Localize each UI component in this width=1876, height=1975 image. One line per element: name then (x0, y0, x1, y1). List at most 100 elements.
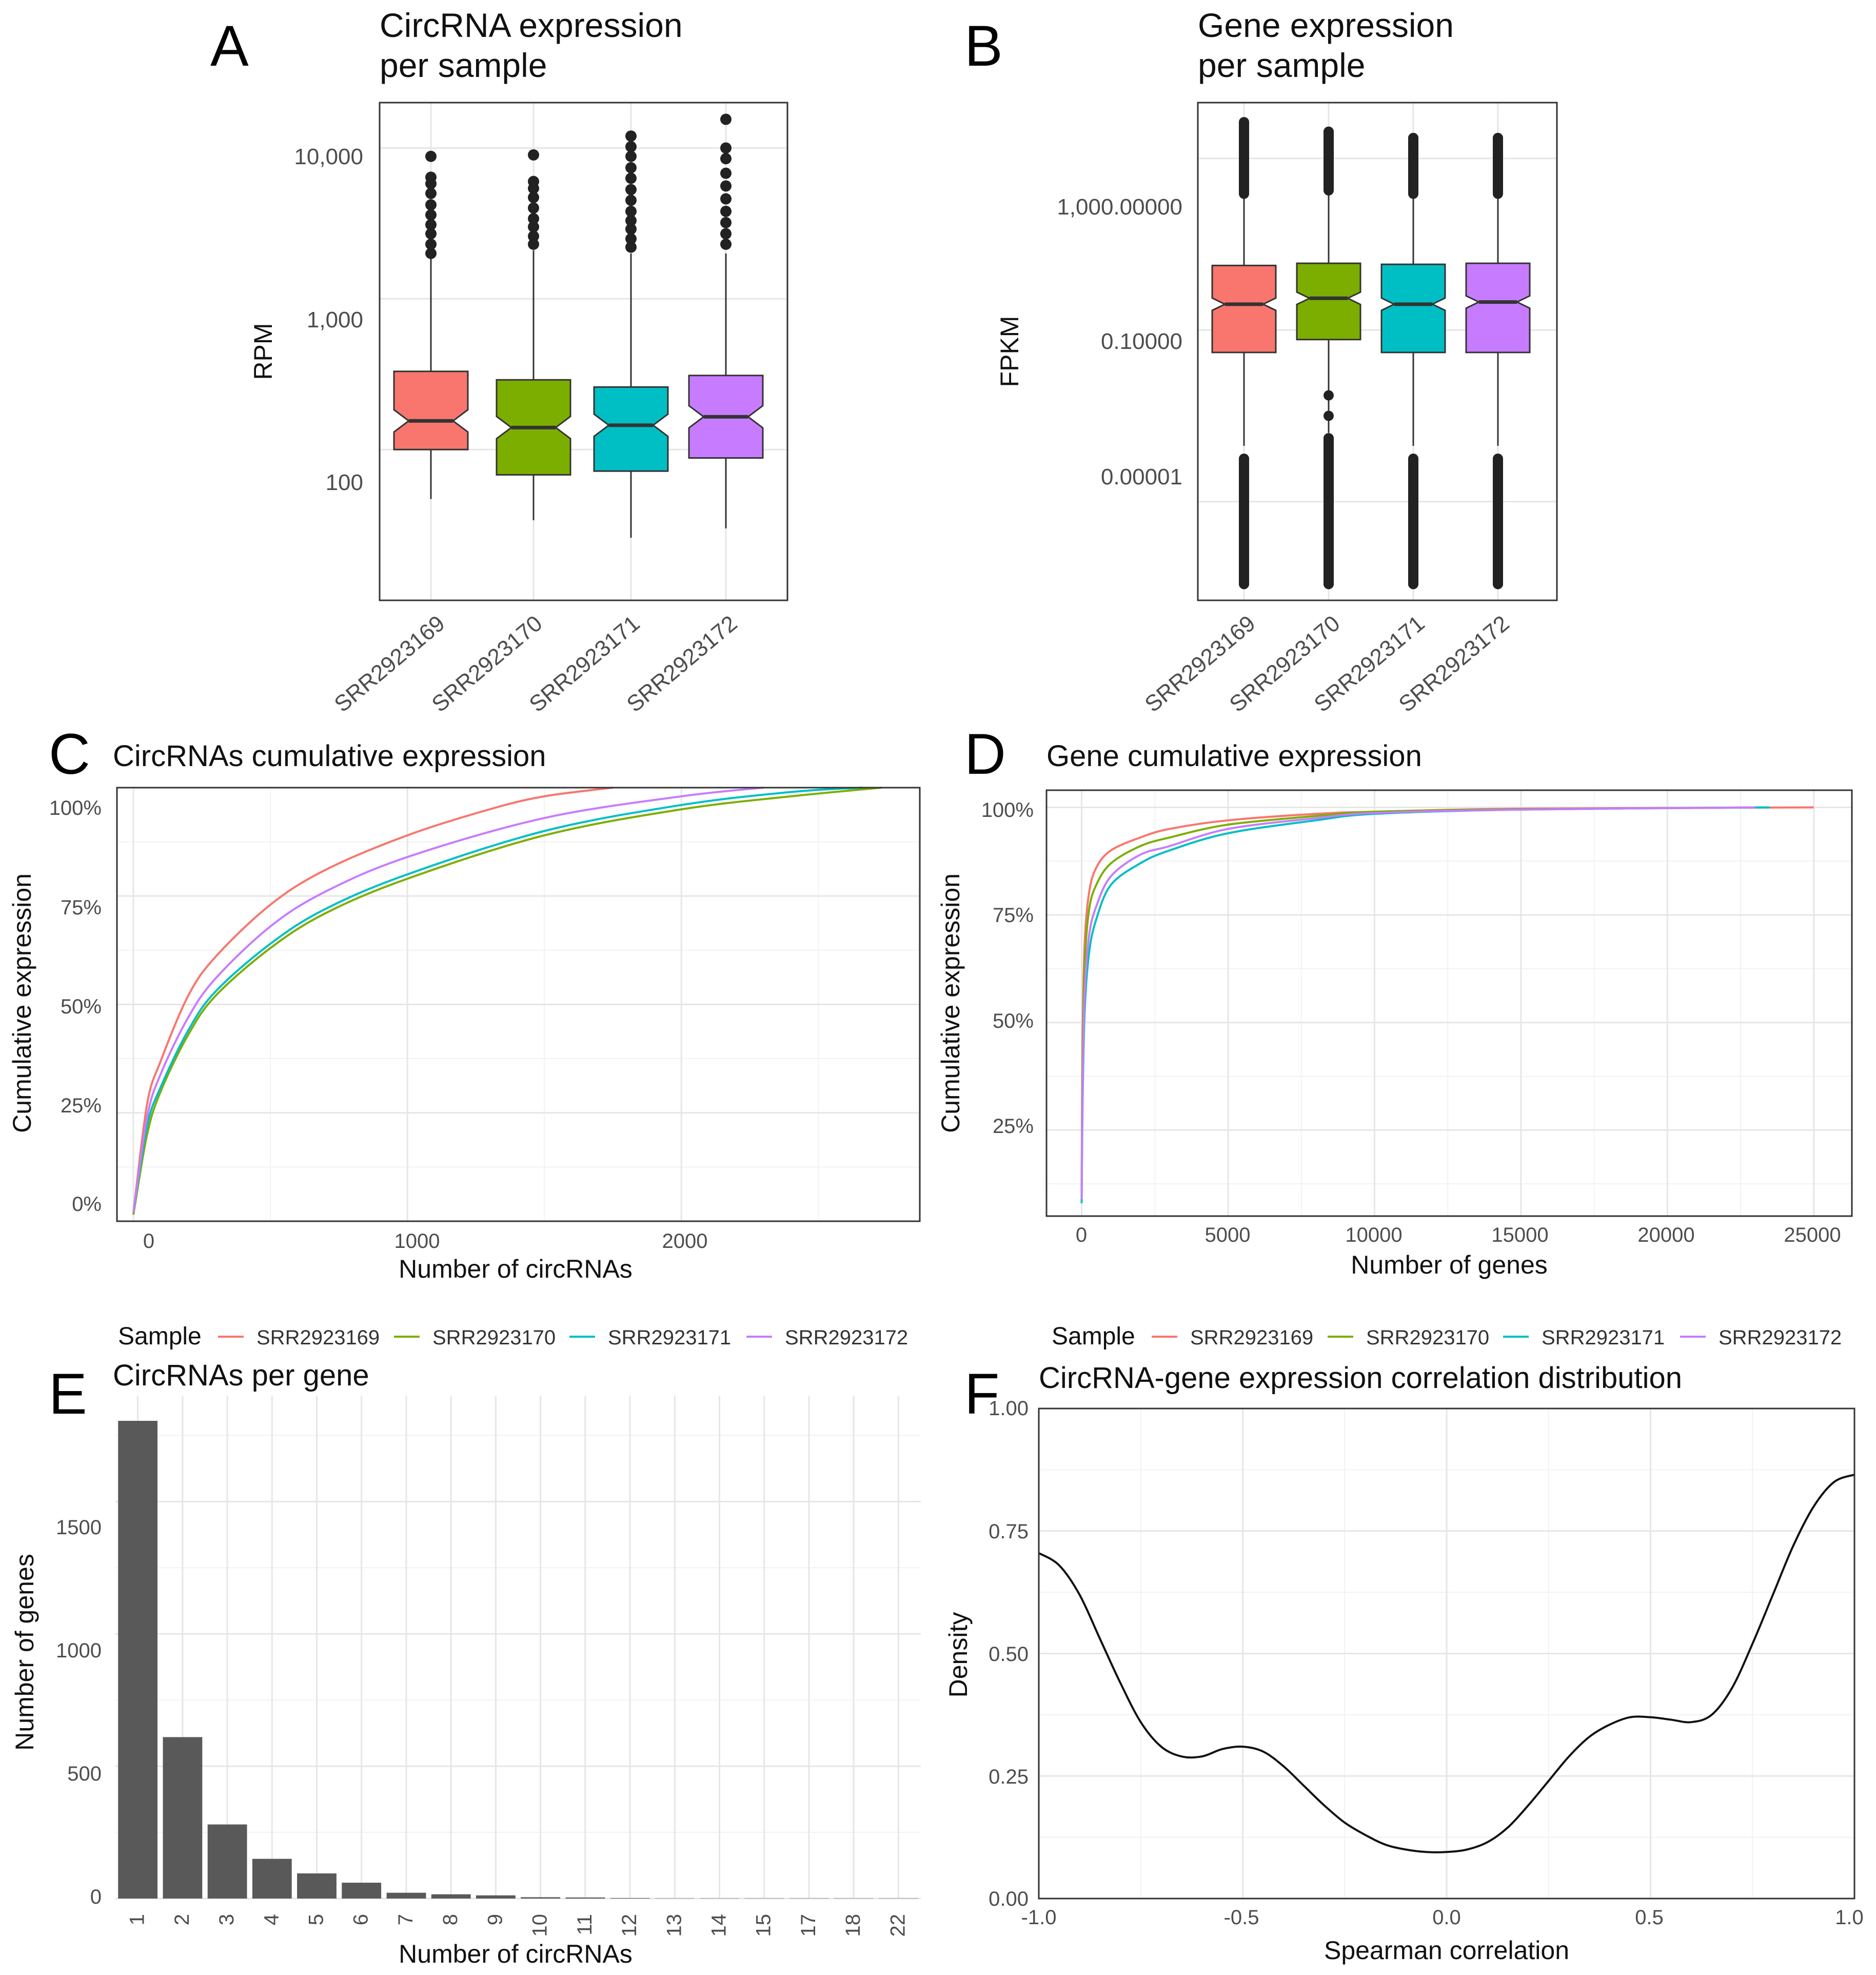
panel-e-ytick-1: 1000 (56, 1639, 102, 1662)
panel-f-ytick-4: 0.00 (989, 1888, 1029, 1910)
e-xtick-12: 12 (618, 1914, 641, 1937)
a-box-0-outlier-9 (425, 150, 437, 162)
legend-d-title: Sample (1052, 1323, 1135, 1350)
panel-d-ytick-0: 100% (981, 799, 1034, 822)
b-box-1 (1296, 262, 1361, 341)
panel-d-plot (1080, 806, 1814, 1203)
panel-f-xlabel: Spearman correlation (1324, 1936, 1569, 1965)
a-box-2-outlier-7 (625, 172, 637, 184)
panel-a-frame (379, 102, 788, 601)
panel-d-xtick-5: 25000 (1784, 1224, 1841, 1246)
panel-f-ytick-3: 0.25 (989, 1766, 1029, 1788)
panel-d-frame (1045, 789, 1853, 1217)
e-bar-5 (297, 1873, 337, 1899)
e-xtick-9: 9 (484, 1914, 506, 1925)
a-box-0-outlier-4 (425, 209, 437, 221)
e-bar-9 (476, 1895, 516, 1899)
panel-a-ytick-1: 1,000 (307, 307, 363, 333)
panel-letter-e: E (49, 1362, 87, 1426)
b-box-3 (1465, 262, 1531, 354)
panel-e-ytick-0: 1500 (56, 1516, 102, 1539)
panel-e-ytick-2: 500 (67, 1763, 102, 1785)
a-box-1-outlier-5 (528, 191, 539, 203)
panel-c-ytick-3: 25% (61, 1094, 102, 1117)
panel-b-plot (1211, 117, 1531, 590)
panel-c-plot (132, 787, 882, 1215)
legend-c-label-0: SRR2923169 (256, 1326, 380, 1349)
e-bar-11 (565, 1897, 605, 1899)
panel-c-frame (116, 787, 921, 1222)
e-bar-8 (431, 1894, 471, 1899)
a-box-0-outlier-3 (425, 219, 437, 230)
a-box-3-outlier-9 (720, 113, 732, 125)
a-box-1-outlier-1 (528, 230, 539, 242)
e-bar-12 (610, 1898, 650, 1899)
panel-d-ytick-1: 75% (993, 904, 1034, 927)
panel-f-xtick-2: 0.0 (1432, 1906, 1461, 1929)
panel-letter-f: F (964, 1362, 999, 1426)
panel-letter-d: D (964, 722, 1006, 786)
panel-d-title: Gene cumulative expression (1046, 739, 1422, 773)
panel-d-xtick-0: 0 (1076, 1224, 1087, 1246)
c-series-SRR2923169 (132, 787, 614, 1213)
panel-c-ytick-1: 75% (61, 896, 102, 919)
panel-d-xtick-3: 15000 (1491, 1224, 1548, 1246)
panel-d: D Gene cumulative expression 100% 75% 50… (936, 722, 1853, 1350)
c-series-SRR2923172 (132, 787, 764, 1213)
panel-a-title-line1: CircRNA expression (380, 6, 683, 44)
panel-c-xtick-2: 2000 (662, 1230, 708, 1253)
a-box-2-outlier-1 (625, 233, 637, 245)
legend-c-title: Sample (118, 1323, 202, 1350)
a-box-2-outlier-6 (625, 184, 637, 195)
panel-c-ytick-0: 100% (49, 797, 102, 819)
panel-f: F CircRNA-gene expression correlation di… (944, 1361, 1864, 1965)
a-box-0-outlier-8 (425, 171, 437, 183)
legend-d: Sample SRR2923169 SRR2923170 SRR2923171 … (1052, 1323, 1842, 1350)
panel-b-ylabel: FPKM (995, 316, 1024, 387)
e-xtick-17: 17 (797, 1914, 820, 1937)
a-box-3-outlier-8 (720, 142, 732, 154)
panel-e-ylabel: Number of genes (10, 1554, 39, 1751)
a-box-3-outlier-5 (720, 180, 732, 192)
panel-b-title-line2: per sample (1198, 46, 1366, 84)
legend-c-label-1: SRR2923170 (432, 1326, 556, 1349)
panel-d-ytick-3: 25% (993, 1115, 1034, 1138)
b-box-0 (1211, 264, 1277, 354)
a-box-0-outlier-2 (425, 228, 437, 240)
e-bar-4 (252, 1859, 292, 1899)
panel-e-plot (118, 1421, 918, 1899)
panel-b-ytick-1: 0.10000 (1101, 329, 1182, 354)
c-series-SRR2923170 (132, 787, 882, 1215)
e-xtick-14: 14 (708, 1914, 730, 1937)
a-box-0-outlier-6 (425, 187, 437, 199)
e-xtick-6: 6 (350, 1914, 372, 1925)
e-bar-2 (163, 1737, 203, 1899)
legend-d-label-1: SRR2923170 (1366, 1326, 1489, 1349)
a-box-2-outlier-0 (625, 241, 637, 253)
panel-e-ytick-3: 0 (90, 1886, 102, 1908)
panel-b-title-line1: Gene expression (1198, 6, 1454, 44)
a-box-3-outlier-4 (720, 193, 732, 205)
a-box-2-outlier-10 (625, 141, 637, 152)
panel-f-xtick-4: 1.0 (1835, 1906, 1864, 1929)
panel-d-xtick-2: 10000 (1345, 1224, 1402, 1246)
legend-c-label-2: SRR2923171 (608, 1326, 731, 1349)
panel-e-xticks: 1 2 3 4 5 6 7 8 9 10 11 12 13 14 15 17 18 22 (126, 1914, 910, 1937)
legend-d-label-0: SRR2923169 (1190, 1326, 1313, 1349)
panel-a-title-line2: per sample (380, 46, 547, 84)
a-box-3-outlier-6 (720, 167, 732, 179)
panel-c-ylabel: Cumulative expression (8, 873, 36, 1133)
a-box-2-outlier-4 (625, 205, 637, 217)
panel-d-xlabel: Number of genes (1351, 1250, 1548, 1279)
a-box-3-outlier-3 (720, 205, 732, 217)
panel-e-title: CircRNAs per gene (113, 1359, 369, 1392)
panel-letter-a: A (210, 14, 249, 78)
a-box-2-outlier-8 (625, 162, 637, 173)
a-box-3-outlier-2 (720, 217, 732, 228)
panel-f-frame (1038, 1407, 1855, 1900)
a-box-3-outlier-7 (720, 153, 732, 165)
e-xtick-2: 2 (171, 1914, 193, 1925)
a-box-0-outlier-0 (425, 247, 437, 259)
a-box-1-outlier-8 (528, 149, 539, 161)
panel-f-ytick-2: 0.50 (989, 1643, 1029, 1666)
